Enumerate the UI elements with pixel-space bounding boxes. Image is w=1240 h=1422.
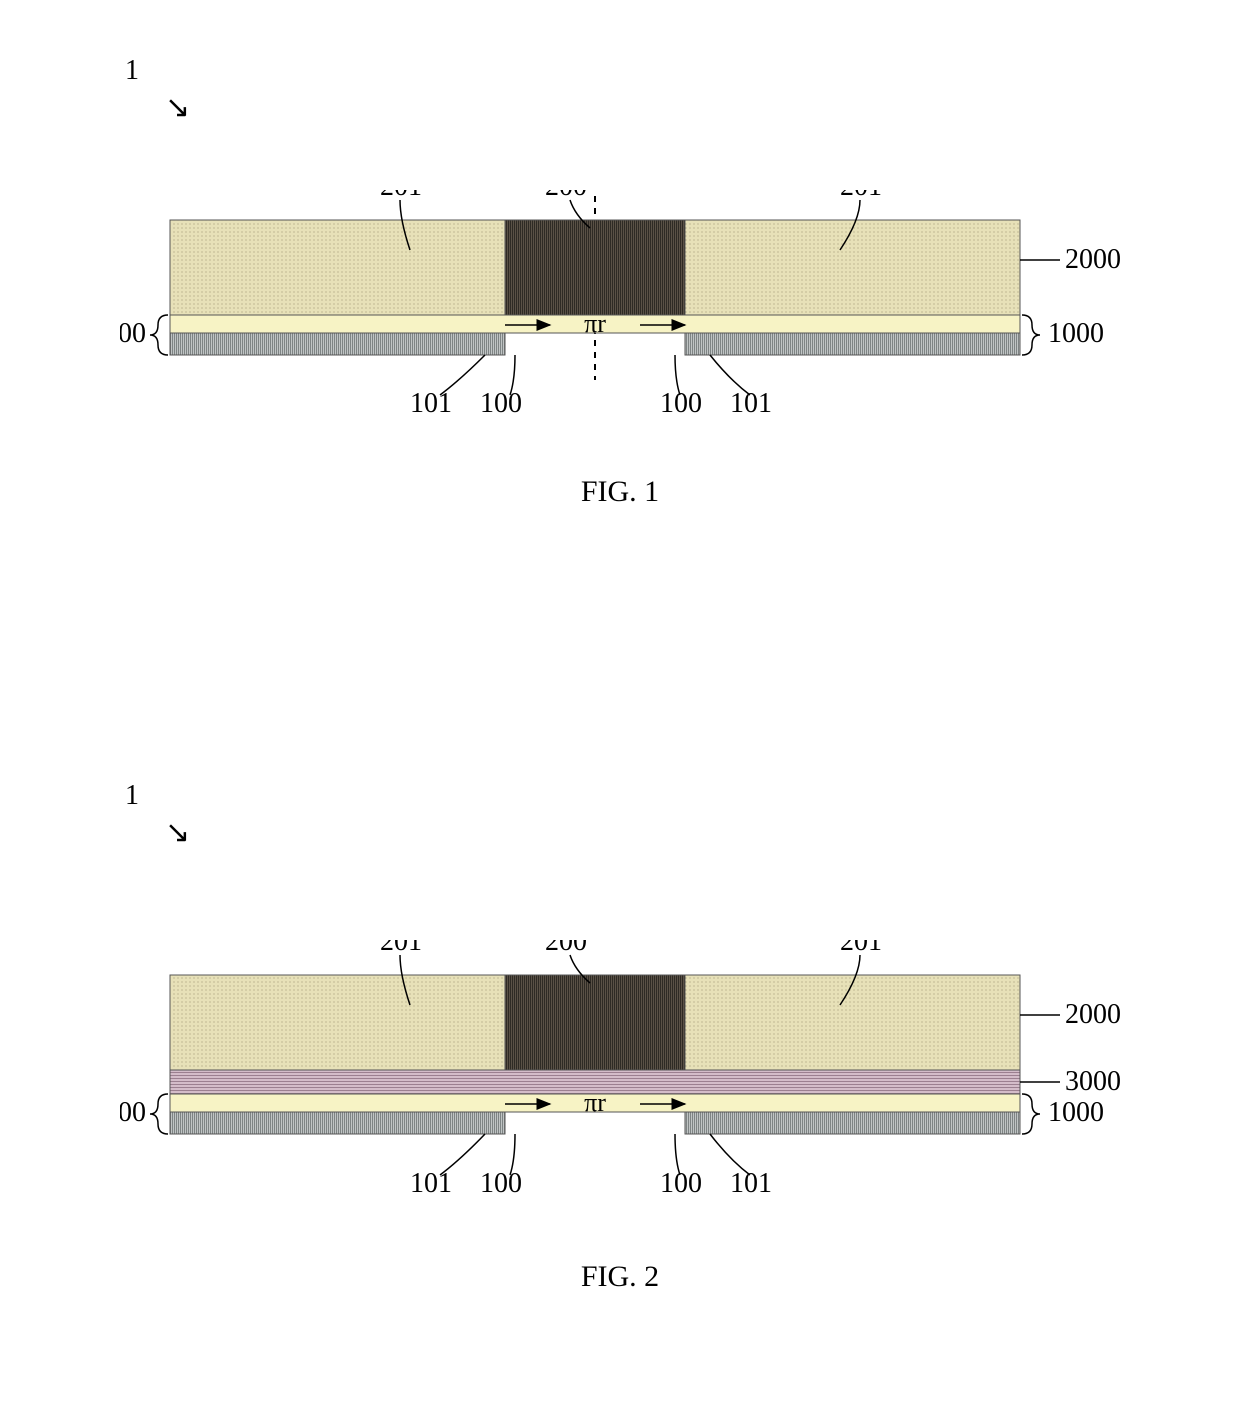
label-100r: 100: [660, 1168, 702, 1199]
label-101r: 101: [730, 1168, 772, 1199]
layer-1000-bottom-right: [685, 1112, 1020, 1134]
figure-1-svg: πr 201 200 201 2000 1000 1000 101 100 10…: [120, 190, 1120, 430]
label-100r: 100: [660, 388, 702, 419]
label-100l: 100: [480, 1168, 522, 1199]
layer-2000-left: [170, 975, 505, 1070]
label-101l: 101: [410, 1168, 452, 1199]
label-1000r: 1000: [1048, 1097, 1104, 1128]
layer-1000-bottom-left: [170, 333, 505, 355]
label-201l: 201: [380, 940, 422, 957]
label-201r: 201: [840, 190, 882, 202]
label-1000l: 1000: [120, 1097, 146, 1128]
layer-2000-center: [505, 220, 685, 315]
assembly-arrow-icon: ↘: [165, 90, 190, 125]
layer-2000-left: [170, 220, 505, 315]
figure-2-caption: FIG. 2: [0, 1260, 1240, 1294]
figure-1-caption: FIG. 1: [0, 475, 1240, 509]
label-201r: 201: [840, 940, 882, 957]
layer-2000-right: [685, 220, 1020, 315]
assembly-arrow-icon: ↘: [165, 815, 190, 850]
dim-text: πr: [584, 1088, 606, 1117]
brace-left: [150, 1094, 168, 1134]
assembly-label-1: 1: [125, 55, 139, 87]
layer-1000-bottom-left: [170, 1112, 505, 1134]
assembly-label-2: 1: [125, 780, 139, 812]
label-201l: 201: [380, 190, 422, 202]
label-200: 200: [545, 190, 587, 202]
layer-2000-center: [505, 975, 685, 1070]
label-100l: 100: [480, 388, 522, 419]
label-101r: 101: [730, 388, 772, 419]
label-3000: 3000: [1065, 1066, 1120, 1097]
label-2000: 2000: [1065, 244, 1120, 275]
figure-2-svg: πr 201 200 201 2000 3000 1000 1000 101 1…: [120, 940, 1120, 1210]
label-101l: 101: [410, 388, 452, 419]
label-1000l: 1000: [120, 318, 146, 349]
brace-right: [1022, 1094, 1040, 1134]
layer-1000-bottom-right: [685, 333, 1020, 355]
label-200: 200: [545, 940, 587, 957]
dim-text: πr: [584, 309, 606, 338]
label-2000: 2000: [1065, 999, 1120, 1030]
layer-2000-right: [685, 975, 1020, 1070]
brace-left: [150, 315, 168, 355]
label-1000r: 1000: [1048, 318, 1104, 349]
brace-right: [1022, 315, 1040, 355]
